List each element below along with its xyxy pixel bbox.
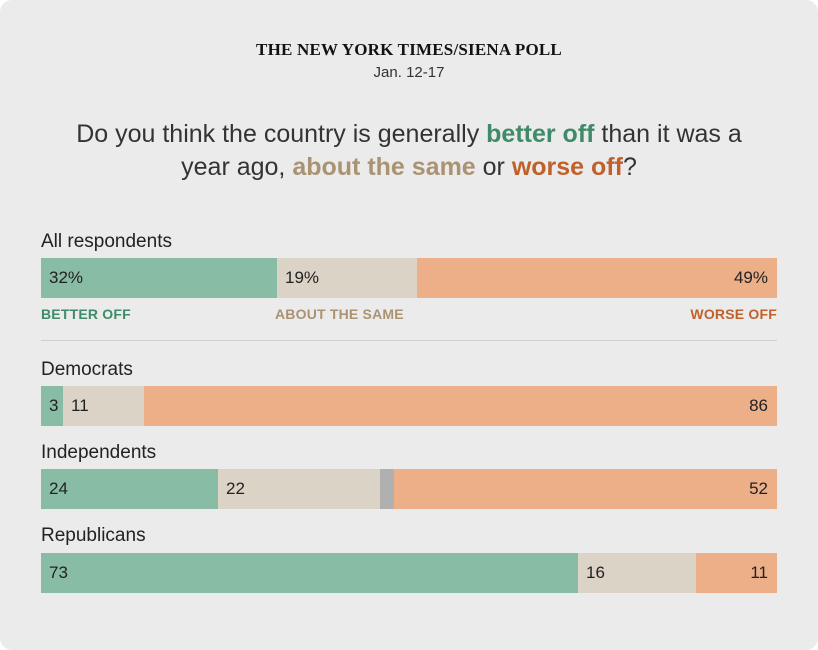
bar-all-respondents: 32% 19% 49% [41,258,777,298]
group-label-republicans: Republicans [41,525,146,546]
segment-better-democrats: 3 [41,386,63,426]
segment-worse-all-respondents: 49% [417,258,777,298]
question-part-1: Do you think the country is generally [76,120,487,148]
question-about-the-same: about the same [292,153,476,181]
segment-no-answer-independents [380,469,394,509]
poll-question: Do you think the country is generally be… [60,118,758,184]
poll-source: THE NEW YORK TIMES/SIENA POLL [256,40,562,59]
group-label-democrats: Democrats [41,359,133,380]
question-part-2: than it was a year ago, [181,120,742,181]
question-worse-off: worse off [511,153,623,181]
question-part-3: or [475,153,512,181]
divider [41,340,777,341]
segment-better-independents: 24 [41,469,218,509]
bar-republicans: 73 16 11 [41,553,777,593]
legend-worse-off: WORSE OFF [690,306,777,322]
legend-about-the-same: ABOUT THE SAME [275,306,404,322]
group-label-all-respondents: All respondents [41,231,172,252]
segment-same-republicans: 16 [578,553,696,593]
segment-better-all-respondents: 32% [41,258,277,298]
segment-worse-republicans: 11 [696,553,777,593]
segment-better-republicans: 73 [41,553,578,593]
question-better-off: better off [486,120,595,148]
segment-same-independents: 22 [218,469,380,509]
group-label-independents: Independents [41,442,157,463]
bar-democrats: 3 11 86 [41,386,777,426]
poll-dates: Jan. 12-17 [373,64,445,81]
segment-same-democrats: 11 [63,386,144,426]
legend-better-off: BETTER OFF [41,306,131,322]
bar-independents: 24 22 52 [41,469,777,509]
question-part-4: ? [622,153,637,181]
segment-same-all-respondents: 19% [277,258,417,298]
segment-worse-independents: 52 [394,469,777,509]
segment-worse-democrats: 86 [144,386,777,426]
